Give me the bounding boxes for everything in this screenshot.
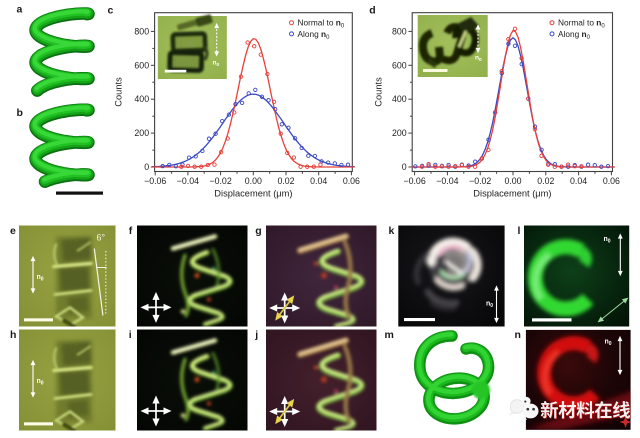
svg-text:Counts: Counts bbox=[114, 77, 124, 107]
svg-text:n0: n0 bbox=[37, 378, 44, 386]
svg-text:g: g bbox=[255, 225, 261, 237]
svg-text:Normal to n0: Normal to n0 bbox=[298, 18, 345, 30]
svg-text:−0.02: −0.02 bbox=[209, 176, 231, 186]
svg-text:n: n bbox=[515, 329, 521, 341]
svg-text:200: 200 bbox=[392, 128, 407, 138]
svg-text:0: 0 bbox=[402, 162, 407, 172]
svg-text:Along n0: Along n0 bbox=[298, 29, 331, 41]
svg-text:−0.04: −0.04 bbox=[177, 176, 199, 186]
svg-text:d: d bbox=[369, 5, 375, 17]
svg-text:200: 200 bbox=[134, 128, 149, 138]
svg-text:Along n0: Along n0 bbox=[558, 29, 591, 41]
svg-text:−0.02: −0.02 bbox=[469, 176, 491, 186]
svg-text:−0.04: −0.04 bbox=[436, 176, 458, 186]
svg-text:c: c bbox=[108, 5, 114, 17]
svg-text:600: 600 bbox=[134, 60, 149, 70]
svg-text:l: l bbox=[518, 225, 521, 237]
svg-text:800: 800 bbox=[392, 26, 407, 36]
svg-text:0.02: 0.02 bbox=[277, 176, 294, 186]
svg-text:0.06: 0.06 bbox=[603, 176, 620, 186]
svg-text:h: h bbox=[10, 329, 16, 341]
svg-text:n0: n0 bbox=[604, 236, 611, 244]
svg-text:0.02: 0.02 bbox=[537, 176, 554, 186]
svg-text:0.00: 0.00 bbox=[504, 176, 521, 186]
svg-text:b: b bbox=[17, 107, 23, 119]
svg-text:n0: n0 bbox=[475, 55, 482, 63]
svg-text:0.00: 0.00 bbox=[245, 176, 262, 186]
svg-text:0.06: 0.06 bbox=[343, 176, 360, 186]
svg-text:0.04: 0.04 bbox=[310, 176, 327, 186]
svg-text:n0: n0 bbox=[37, 274, 44, 282]
svg-text:6°: 6° bbox=[97, 233, 106, 243]
svg-text:400: 400 bbox=[392, 94, 407, 104]
svg-text:−0.06: −0.06 bbox=[403, 176, 425, 186]
svg-text:n0: n0 bbox=[486, 301, 493, 309]
svg-text:0.04: 0.04 bbox=[570, 176, 587, 186]
svg-text:Normal to n0: Normal to n0 bbox=[558, 18, 605, 30]
svg-text:n0: n0 bbox=[605, 339, 612, 347]
svg-text:a: a bbox=[17, 4, 23, 16]
svg-text:m: m bbox=[385, 329, 394, 341]
svg-text:e: e bbox=[10, 225, 16, 237]
svg-text:600: 600 bbox=[392, 60, 407, 70]
svg-text:k: k bbox=[389, 225, 395, 237]
svg-text:0: 0 bbox=[144, 162, 149, 172]
svg-text:Displacement (μm): Displacement (μm) bbox=[473, 189, 551, 199]
svg-text:n0: n0 bbox=[213, 60, 220, 68]
svg-text:j: j bbox=[254, 329, 258, 341]
svg-text:i: i bbox=[129, 329, 132, 341]
svg-text:Counts: Counts bbox=[374, 77, 384, 107]
svg-text:400: 400 bbox=[134, 94, 149, 104]
svg-text:800: 800 bbox=[134, 26, 149, 36]
svg-text:f: f bbox=[129, 225, 133, 237]
svg-text:−0.06: −0.06 bbox=[144, 176, 166, 186]
svg-text:Displacement (μm): Displacement (μm) bbox=[214, 189, 292, 199]
